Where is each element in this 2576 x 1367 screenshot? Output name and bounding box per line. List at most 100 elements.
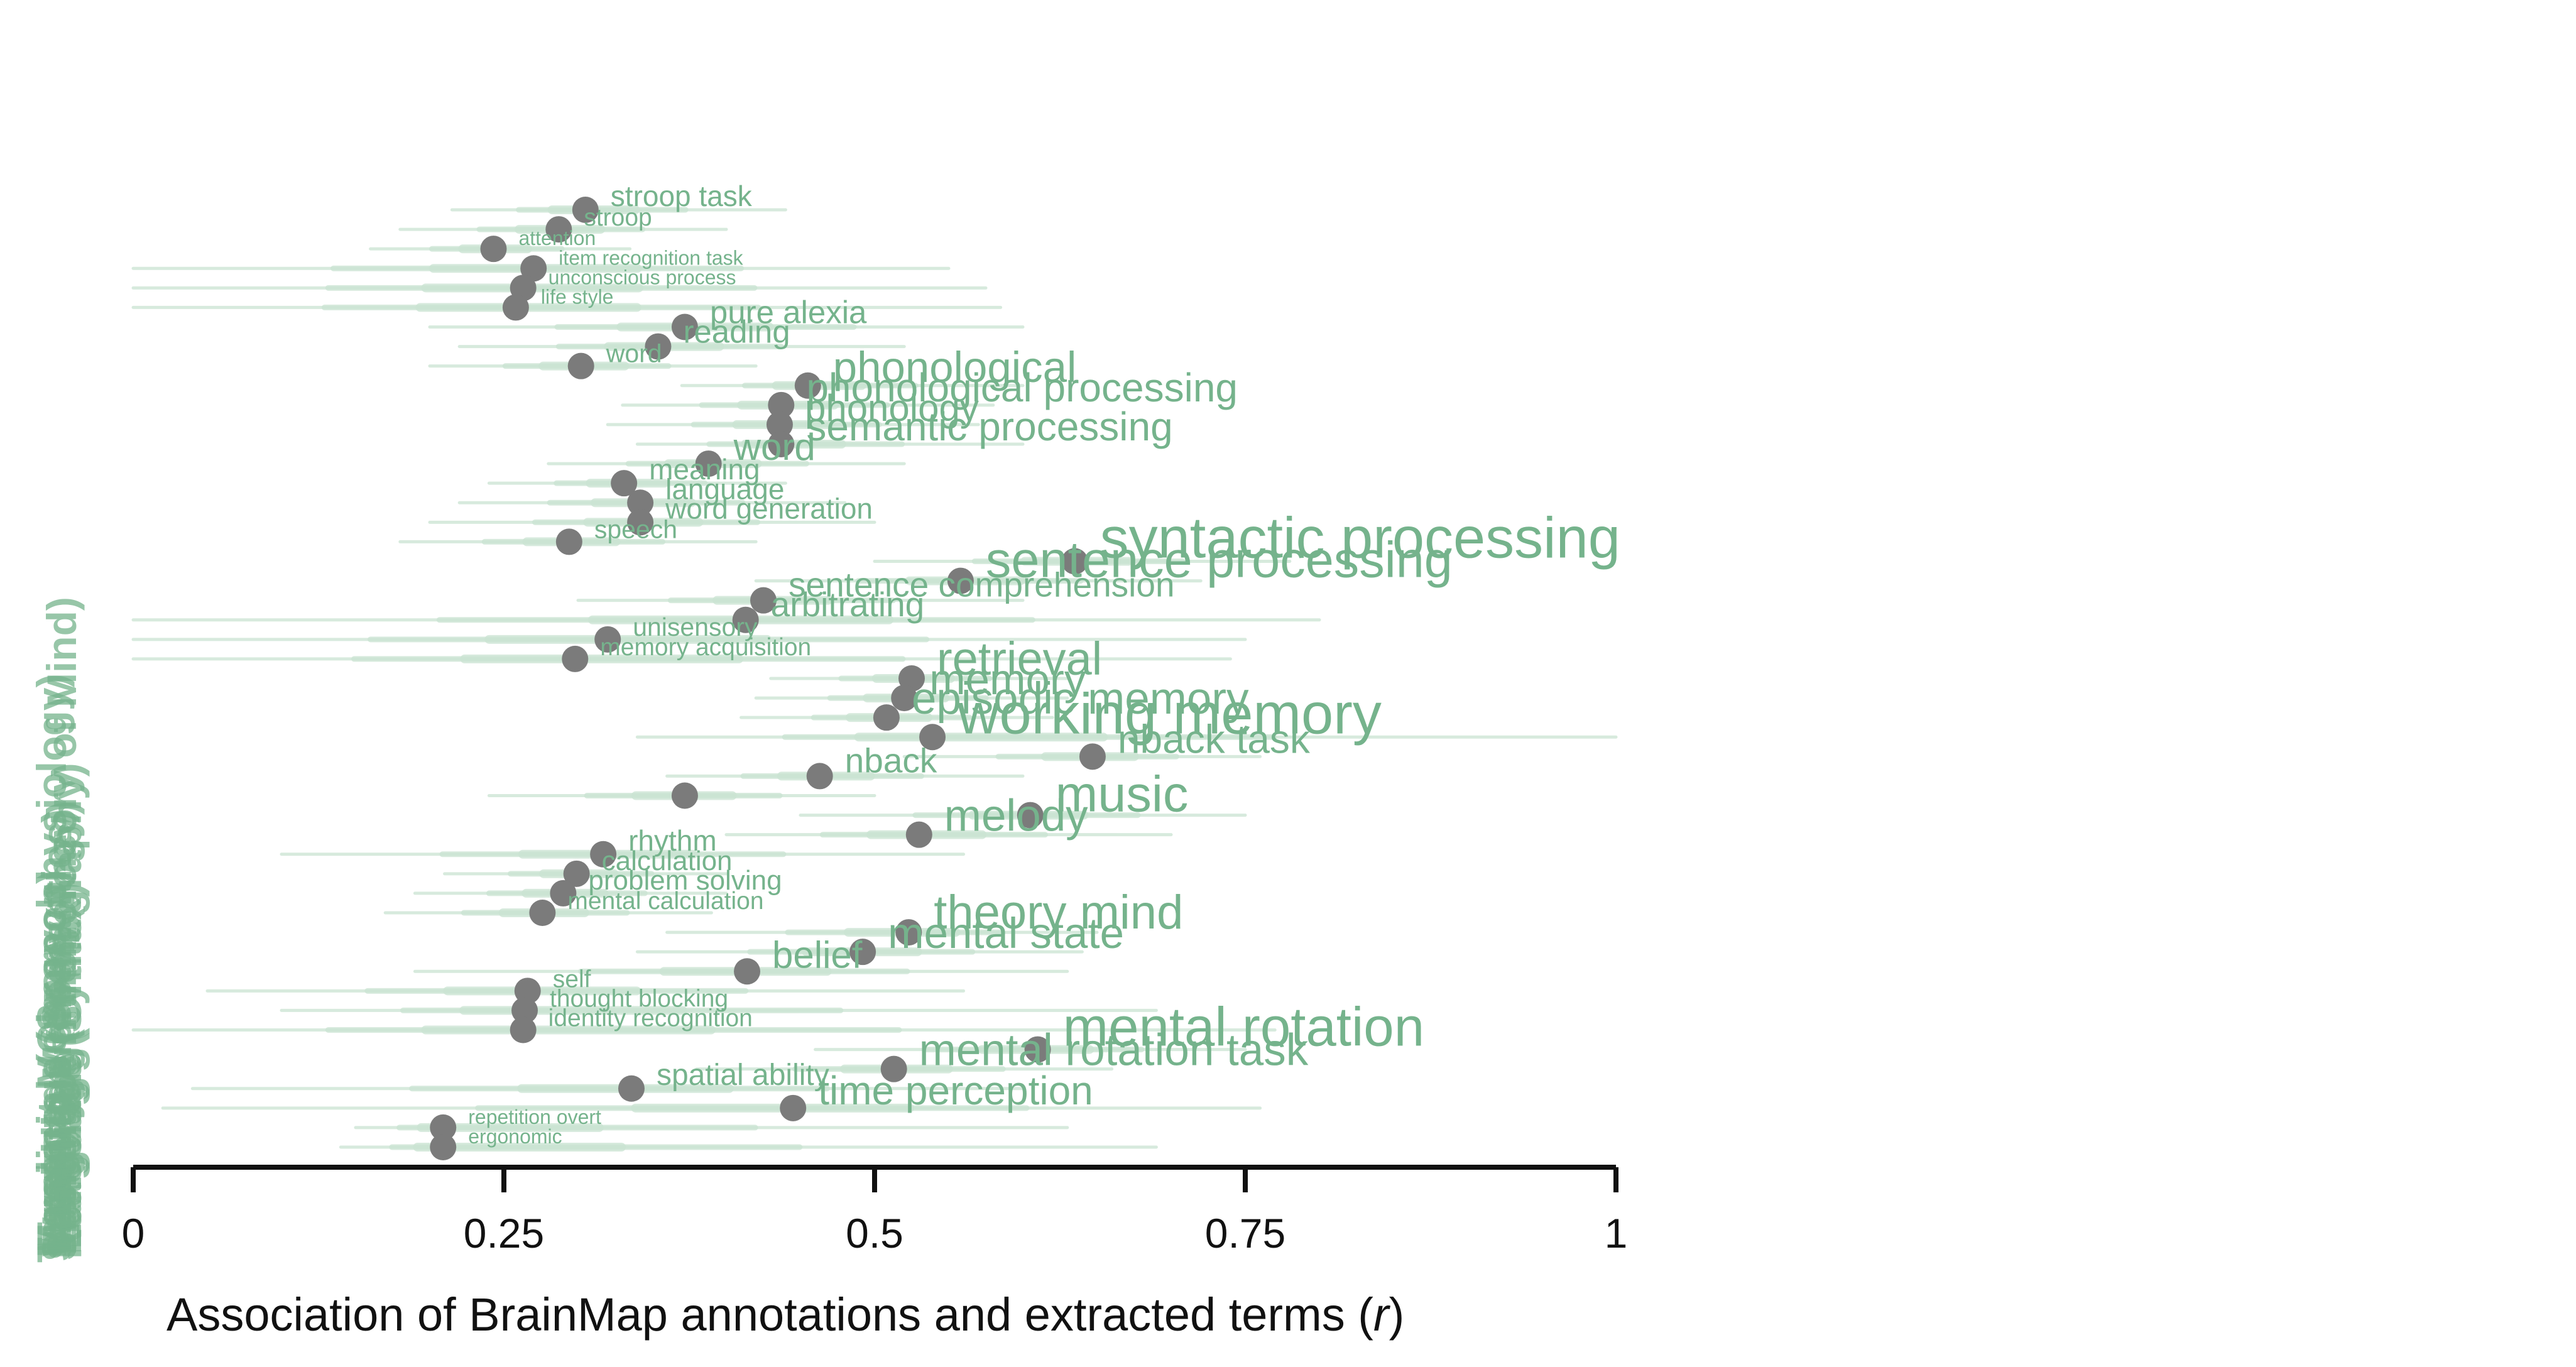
data-point [750, 587, 777, 614]
term-label: memory [929, 655, 1086, 704]
term-label: word [606, 339, 662, 368]
term-label: arbitrating [771, 585, 925, 624]
term-label: word generation [665, 492, 873, 525]
term-label: mental calculation [567, 888, 763, 915]
term-label: stroop [584, 204, 652, 231]
term-label: time perception [818, 1068, 1093, 1113]
term-label: music [1056, 766, 1189, 823]
data-point [529, 900, 556, 926]
term-label: speech [594, 515, 677, 543]
term-label: phonological processing [806, 365, 1238, 410]
term-label: phonological [833, 343, 1077, 391]
data-point [510, 1016, 537, 1043]
term-label: mental rotation [1063, 997, 1424, 1058]
data-point [873, 704, 900, 731]
term-label: stroop task [611, 180, 753, 212]
data-point [480, 236, 507, 263]
term-label: ergonomic [468, 1125, 562, 1148]
term-label: memory acquisition [600, 634, 811, 661]
term-label: nback [845, 741, 937, 780]
y-category-label: Attention [33, 1064, 80, 1246]
data-point [502, 294, 529, 321]
term-label: theory mind [934, 886, 1183, 939]
data-point [947, 567, 974, 594]
data-point [732, 606, 759, 633]
term-label: syntactic processing [1100, 506, 1620, 570]
x-tick-label: 0.75 [1205, 1210, 1285, 1256]
term-label: working memory [957, 682, 1382, 746]
term-label: identity recognition [548, 1005, 753, 1032]
term-label: attention [518, 227, 596, 249]
data-points [430, 197, 1106, 1160]
term-label: meaning [649, 453, 760, 486]
data-point [562, 645, 589, 672]
term-label: unisensory [633, 613, 758, 641]
data-point [695, 450, 722, 477]
data-point [1061, 548, 1088, 575]
term-label: life style [541, 285, 614, 308]
term-label: calculation [602, 846, 733, 876]
term-label: rhythm [628, 824, 717, 857]
x-axis-title: Association of BrainMap annotations and … [166, 1288, 1404, 1341]
data-point [905, 821, 932, 848]
data-point [545, 216, 572, 243]
data-point [734, 958, 761, 985]
data-point [645, 333, 672, 360]
x-tick-label: 0.25 [464, 1210, 544, 1256]
term-label: melody [944, 792, 1088, 841]
x-axis-title-suffix: ) [1389, 1288, 1405, 1341]
term-label: episodic memory [912, 674, 1249, 724]
data-point [520, 255, 547, 282]
x-tick-label: 0 [122, 1210, 145, 1256]
term-label: self [553, 966, 591, 993]
data-point [880, 1055, 907, 1082]
data-point [627, 509, 654, 536]
data-point [430, 1114, 457, 1141]
term-label: phonology [805, 387, 979, 429]
term-label: reading [683, 314, 790, 350]
term-label: nback task [1118, 716, 1311, 761]
x-axis-title-prefix: Association of BrainMap annotations and … [166, 1288, 1373, 1341]
term-label: retrieval [937, 633, 1102, 685]
data-point [572, 197, 599, 223]
data-point [511, 997, 538, 1024]
data-point [671, 782, 698, 809]
data-point [806, 763, 833, 790]
data-point [768, 431, 795, 457]
data-point [891, 685, 918, 712]
data-point [1079, 743, 1106, 770]
data-point [611, 470, 638, 497]
x-tick-label: 0.5 [846, 1210, 903, 1256]
term-label: unconscious process [548, 266, 736, 288]
data-point [766, 411, 793, 438]
data-point [919, 724, 946, 751]
data-point [567, 352, 594, 379]
term-label: problem solving [588, 865, 782, 896]
data-point [555, 528, 582, 555]
term-label: mental rotation task [919, 1026, 1309, 1076]
data-point [895, 919, 922, 946]
term-label: word [733, 426, 816, 468]
term-label: pure alexia [710, 295, 867, 330]
term-label: sentence comprehension [789, 565, 1175, 604]
data-point [780, 1094, 807, 1121]
data-point [794, 372, 821, 399]
term-label: repetition overt [468, 1106, 601, 1128]
data-point [550, 880, 577, 907]
data-point [849, 939, 876, 966]
term-label: sentence processing [986, 532, 1453, 589]
term-label: thought blocking [550, 985, 728, 1012]
data-point [563, 860, 590, 887]
term-label: item recognition task [559, 246, 743, 269]
data-point [594, 626, 621, 653]
data-point [768, 391, 795, 418]
x-axis-title-variable: r [1373, 1288, 1389, 1341]
x-axis: 0 0.25 0.5 0.75 1 [122, 1165, 1627, 1256]
term-label: spatial ability [657, 1059, 829, 1092]
data-point [514, 978, 541, 1005]
data-point [1024, 1036, 1051, 1063]
term-label: belief [772, 934, 863, 976]
